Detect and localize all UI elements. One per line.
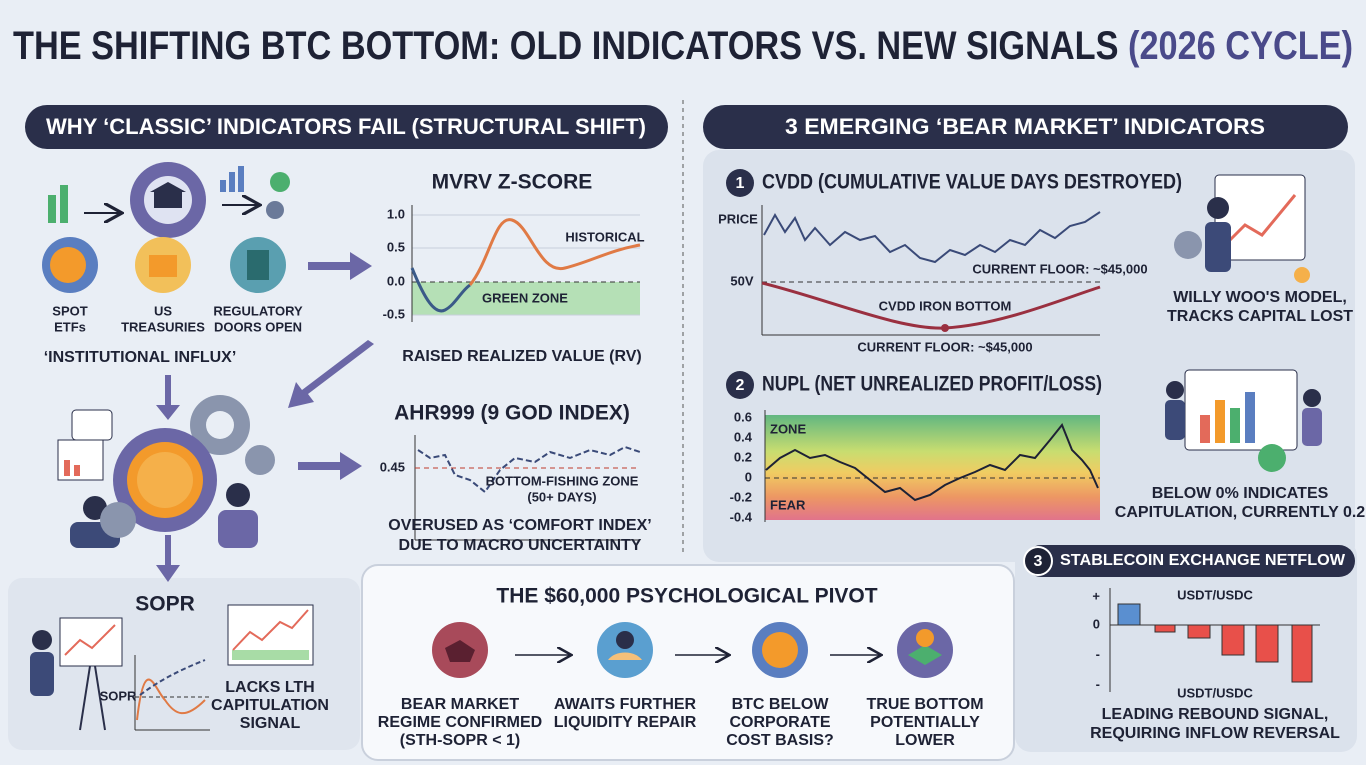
- gear-cluster: [57, 395, 275, 548]
- nupl-chart: [764, 369, 1322, 522]
- pivot-step: TRUE BOTTOM: [866, 696, 983, 713]
- netflow-label: USDT/USDC: [1177, 685, 1253, 700]
- cvdd-chart: [761, 174, 1310, 336]
- pivot-title: THE $60,000 PSYCHOLOGICAL PIVOT: [496, 585, 877, 608]
- ahr-caption: DUE TO MACRO UNCERTAINTY: [399, 537, 642, 554]
- title-highlight: (2026 CYCLE): [1128, 24, 1353, 68]
- netflow-tick-label: -: [1096, 676, 1100, 691]
- mvrv-historical: HISTORICAL: [565, 229, 644, 244]
- pivot-step: POTENTIALLY: [870, 714, 980, 731]
- pivot-icons: [432, 622, 953, 678]
- ahr-chart: [414, 435, 641, 541]
- icon-label: DOORS OPEN: [214, 319, 302, 334]
- cvdd-price-label: PRICE: [718, 211, 758, 226]
- sopr-title: SOPR: [135, 593, 195, 616]
- left-header-pill: [25, 105, 668, 149]
- netflow-caption: LEADING REBOUND SIGNAL,: [1102, 706, 1329, 723]
- nupl-title: NUPL (NET UNREALIZED PROFIT/LOSS): [762, 373, 1102, 396]
- netflow-caption: REQUIRING INFLOW REVERSAL: [1090, 725, 1340, 742]
- left-header: WHY ‘CLASSIC’ INDICATORS FAIL (STRUCTURA…: [46, 114, 646, 139]
- nupl-caption: CAPITULATION, CURRENTLY 0.2: [1115, 504, 1366, 521]
- ahr-zone: (50+ DAYS): [527, 489, 596, 504]
- netflow-tick-label: +: [1092, 588, 1100, 603]
- nupl-tick-label: 0.2: [734, 449, 752, 464]
- nupl-tick-label: -0.2: [730, 489, 752, 504]
- nupl-tick-label: 0: [745, 469, 752, 484]
- icon-label: ETFs: [54, 319, 86, 334]
- ahr-tick-label: 0.45: [380, 459, 405, 474]
- institution-icons: [42, 162, 290, 293]
- icon-label: REGULATORY: [213, 303, 303, 318]
- ahr-zone: BOTTOM-FISHING ZONE: [486, 473, 639, 488]
- sopr-chart: [30, 604, 314, 731]
- netflow-label: USDT/USDC: [1177, 587, 1253, 602]
- netflow-title: STABLECOIN EXCHANGE NETFLOW: [1060, 552, 1346, 569]
- cvdd-title: CVDD (CUMULATIVE VALUE DAYS DESTROYED): [762, 171, 1182, 194]
- pivot-step: COST BASIS?: [726, 732, 834, 749]
- netflow-tick-label: 0: [1093, 616, 1100, 631]
- cvdd-floor-bottom: CURRENT FLOOR: ~$45,000: [857, 339, 1032, 354]
- mvrv-tick-label: 1.0: [387, 206, 405, 221]
- icon-label: TREASURIES: [121, 319, 205, 334]
- netflow-panel: [1015, 540, 1357, 752]
- cvdd-caption: WILLY WOO'S MODEL,: [1173, 289, 1347, 306]
- mvrv-title: MVRV Z-SCORE: [432, 171, 593, 194]
- pivot-step: REGIME CONFIRMED: [378, 714, 542, 731]
- cvdd-floor-top: CURRENT FLOOR: ~$45,000: [972, 261, 1147, 276]
- title-main: THE SHIFTING BTC BOTTOM: OLD INDICATORS …: [13, 24, 1118, 68]
- cvdd-caption: TRACKS CAPITAL LOST: [1167, 308, 1353, 325]
- mvrv-tick-label: 0.5: [387, 239, 405, 254]
- sopr-caption: SIGNAL: [240, 715, 301, 732]
- sopr-caption: LACKS LTH: [225, 679, 314, 696]
- mvrv-tick-label: -0.5: [383, 306, 405, 321]
- page-title: THE SHIFTING BTC BOTTOM: OLD INDICATORS …: [13, 24, 1353, 68]
- flow-arrows: [156, 252, 374, 582]
- nupl-tick-label: 0.4: [734, 429, 753, 444]
- nupl-tick-label: 0.6: [734, 409, 752, 424]
- nupl-caption: BELOW 0% INDICATES: [1152, 485, 1329, 502]
- netflow-chart: [1109, 588, 1320, 692]
- pivot-step: CORPORATE: [729, 714, 830, 731]
- sopr-caption: CAPITULATION: [211, 697, 329, 714]
- nupl-zone: ZONE: [770, 421, 806, 436]
- nupl-tick-label: -0.4: [730, 509, 753, 524]
- ahr-title: AHR999 (9 GOD INDEX): [394, 402, 630, 425]
- icon-label: US: [154, 303, 172, 318]
- right-header: 3 EMERGING ‘BEAR MARKET’ INDICATORS: [785, 114, 1265, 139]
- pivot-step: (STH-SOPR < 1): [400, 732, 520, 749]
- cvdd-bottom: CVDD IRON BOTTOM: [879, 298, 1012, 313]
- mvrv-caption: RAISED REALIZED VALUE (RV): [402, 348, 641, 365]
- pivot-step: BTC BELOW: [732, 696, 830, 713]
- influx-label: ‘INSTITUTIONAL INFLUX’: [44, 349, 237, 366]
- pivot-step: LIQUIDITY REPAIR: [554, 714, 697, 731]
- nupl-fear: FEAR: [770, 497, 806, 512]
- pivot-step: LOWER: [895, 732, 955, 749]
- badge-number: 1: [736, 175, 745, 192]
- mvrv-chart: [410, 205, 641, 322]
- badges: [726, 169, 1355, 577]
- sopr-axis-label: SOPR: [100, 688, 137, 703]
- mvrv-zone: GREEN ZONE: [482, 290, 568, 305]
- pivot-panel: [361, 564, 1015, 761]
- right-header-pill: [703, 105, 1348, 149]
- ahr-caption: OVERUSED AS ‘COMFORT INDEX’: [388, 517, 651, 534]
- netflow-tick-label: -: [1096, 646, 1100, 661]
- icon-label: SPOT: [52, 303, 87, 318]
- pivot-step: BEAR MARKET: [401, 696, 519, 713]
- mvrv-tick-label: 0.0: [387, 273, 405, 288]
- badge-number: 2: [736, 377, 745, 394]
- cvdd-axis-label: 50V: [730, 273, 753, 288]
- pivot-step: AWAITS FURTHER: [554, 696, 697, 713]
- badge-number: 3: [1034, 553, 1043, 570]
